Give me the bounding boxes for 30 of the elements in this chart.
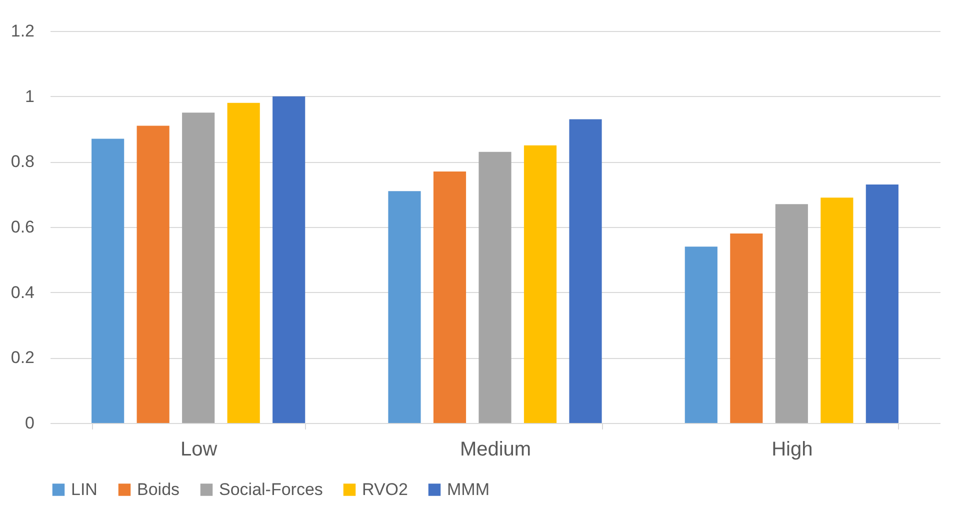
y-tick-label: 0.8 — [10, 152, 34, 172]
bar — [272, 96, 306, 423]
bar — [227, 102, 260, 423]
y-tick-label: 1 — [25, 86, 34, 106]
bar — [684, 246, 718, 423]
legend-label: Boids — [137, 480, 180, 499]
bar — [866, 184, 898, 423]
bar — [182, 112, 215, 423]
bar — [136, 126, 170, 423]
bar — [820, 198, 854, 423]
y-tick-label: 0.2 — [10, 348, 34, 368]
y-tick-label: 1.2 — [10, 22, 34, 40]
y-tick-label: 0 — [25, 414, 34, 432]
legend-label: Social-Forces — [219, 480, 323, 499]
bar — [775, 204, 808, 423]
bar — [524, 145, 557, 423]
bar — [730, 234, 763, 423]
y-tick-label: 0.6 — [10, 218, 34, 236]
bar — [478, 152, 512, 423]
bar — [388, 191, 421, 423]
bar — [569, 119, 602, 423]
legend-label: RVO2 — [362, 480, 408, 499]
x-tick-label: Low — [180, 438, 218, 460]
x-tick-label: High — [772, 438, 813, 460]
legend-label: LIN — [71, 480, 98, 499]
bar — [433, 171, 466, 423]
legend-label: MMM — [447, 480, 490, 499]
x-tick-label: Medium — [460, 438, 532, 460]
y-tick-label: 0.4 — [10, 282, 34, 302]
bar — [92, 138, 124, 423]
